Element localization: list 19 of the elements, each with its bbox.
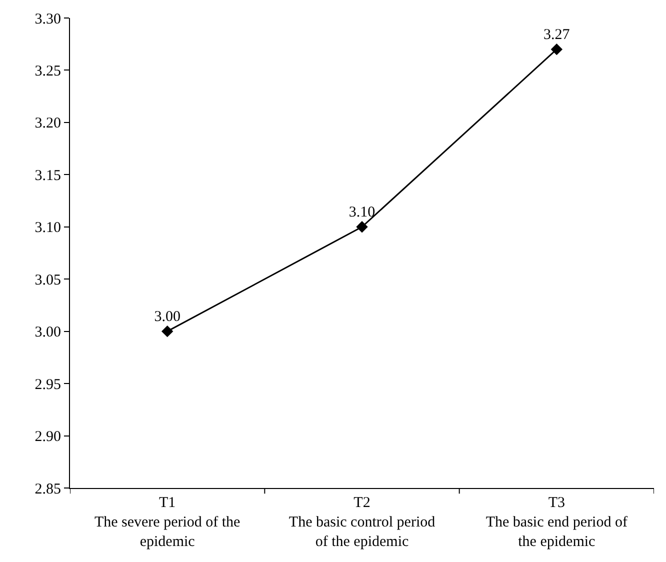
y-tick-label: 3.00 xyxy=(34,324,61,341)
point xyxy=(550,43,563,56)
y-tick-label: 3.30 xyxy=(34,11,61,28)
y-tick-label: 3.10 xyxy=(34,220,61,236)
data-label: 3.00 xyxy=(154,308,180,325)
x-tick-label: T1 The severe period of the epidemic xyxy=(94,495,241,550)
y-tick-label: 3.05 xyxy=(34,272,61,288)
y-tick-label: 3.15 xyxy=(34,168,61,184)
point xyxy=(161,325,174,338)
x-tick-label: T2 The basic control period of the epidemic xyxy=(288,495,436,550)
y-tick-label: 2.90 xyxy=(34,429,61,446)
y-tick-label: 3.20 xyxy=(34,116,61,132)
y-tick-label: 2.95 xyxy=(34,376,61,393)
point xyxy=(356,221,368,233)
data-label: 3.10 xyxy=(348,204,376,221)
data-label: 3.27 xyxy=(544,26,570,43)
y-tick-label: 3.25 xyxy=(34,63,61,80)
x-tick-label: T3 The basic end period of the epidemic xyxy=(486,495,628,550)
y-tick-label: 2.85 xyxy=(34,481,61,498)
